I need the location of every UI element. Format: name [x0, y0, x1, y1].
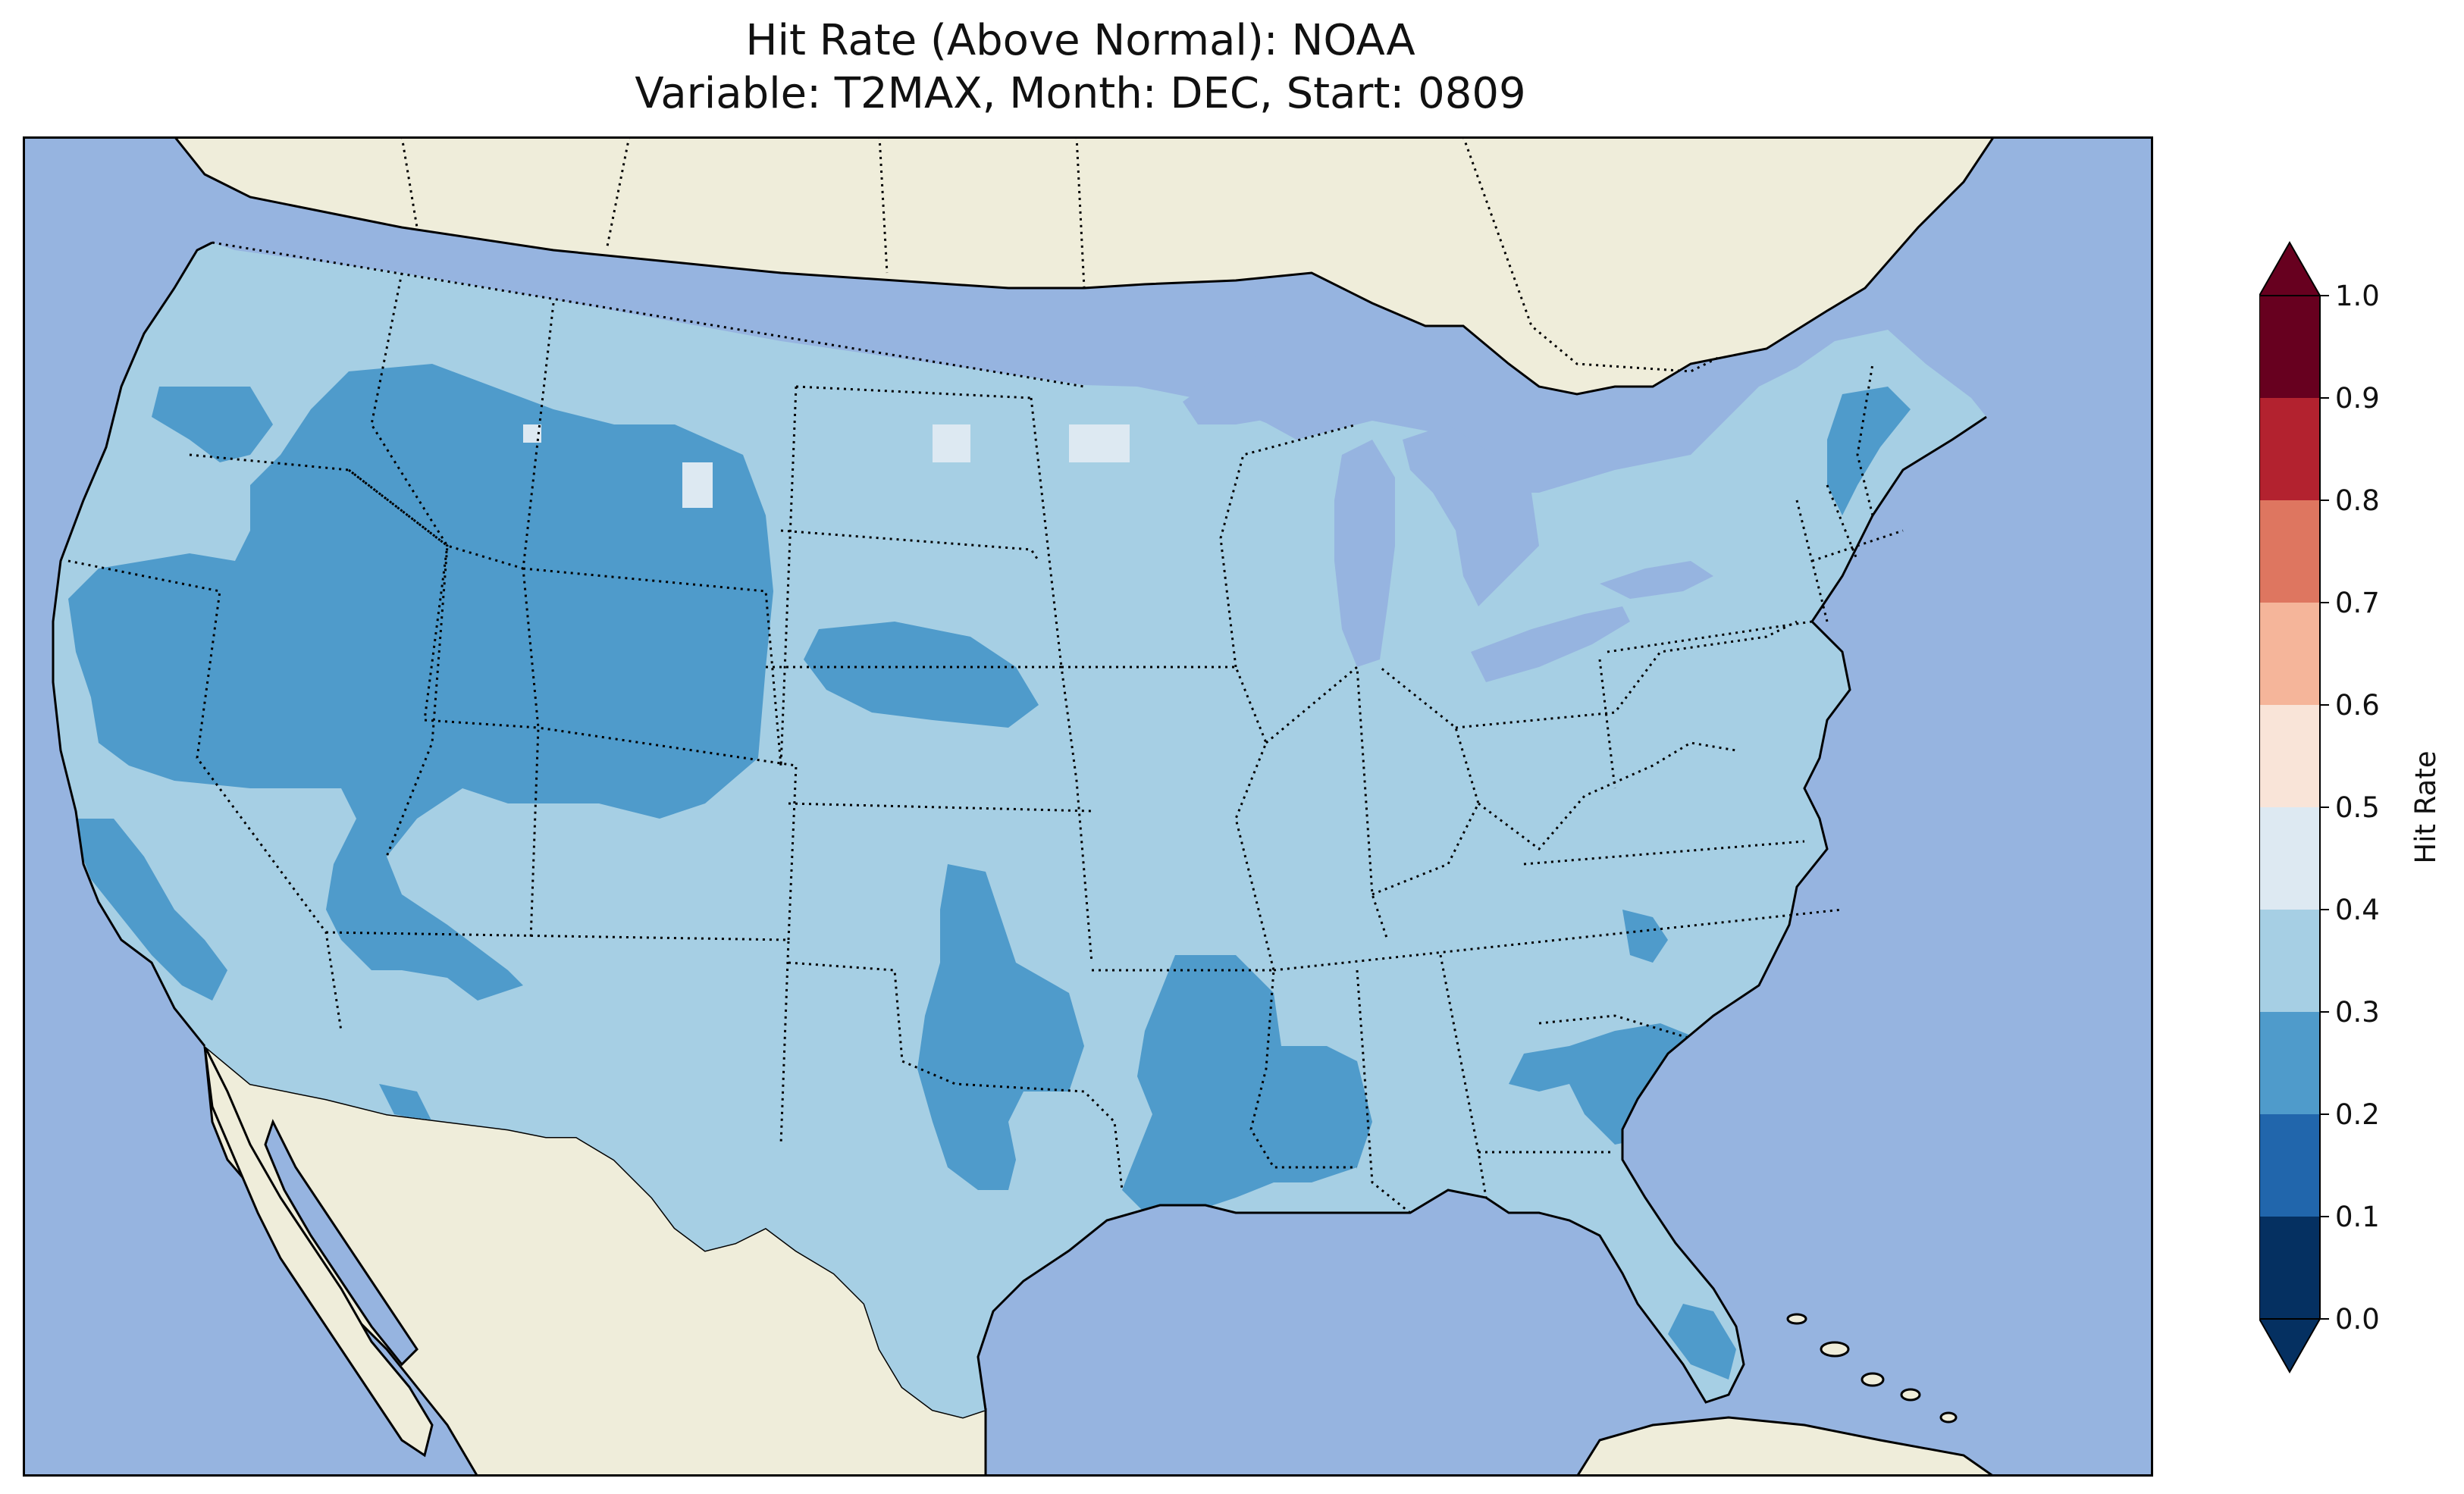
- colorbar-tick-label: 1.0: [2335, 280, 2380, 312]
- colorbar-bin: [2259, 807, 2320, 910]
- colorbar-tick-label: 0.4: [2335, 894, 2380, 926]
- colorbar-tick-label: 0.7: [2335, 587, 2380, 619]
- colorbar-bin: [2259, 1217, 2320, 1319]
- colorbar-bin: [2259, 705, 2320, 807]
- colorbar-tick-label: 0.0: [2335, 1303, 2380, 1336]
- us-coastline: [52, 241, 213, 1047]
- baja-land: [203, 1045, 434, 1458]
- colorbar-extend-min: [2259, 1318, 2321, 1374]
- map-frame: [23, 136, 2153, 1477]
- colorbar-tick-label: 0.1: [2335, 1201, 2380, 1233]
- lake-michigan: [1334, 440, 1395, 667]
- colorbar-tick-label: 0.2: [2335, 1098, 2380, 1131]
- colorbar-bin: [2259, 1114, 2320, 1217]
- colorbar-tick-label: 0.5: [2335, 791, 2380, 824]
- colorbar-bin: [2259, 296, 2320, 398]
- canada-land: [173, 136, 1995, 396]
- map-title-line1: Hit Rate (Above Normal): NOAA: [745, 16, 1415, 65]
- colorbar-bins: [2259, 296, 2320, 1319]
- hit-rate-map: [23, 136, 2153, 1477]
- colorbar-bin: [2259, 1012, 2320, 1114]
- colorbar-bin: [2259, 398, 2320, 500]
- colorbar-tick-label: 0.6: [2335, 689, 2380, 722]
- colorbar-extend-max: [2259, 240, 2321, 296]
- cuba-land: [1575, 1416, 1996, 1477]
- lake-ontario: [1600, 561, 1713, 599]
- colorbar-tick-label: 0.9: [2335, 382, 2380, 415]
- bin-0.2-0.3-areas: [68, 364, 1911, 1380]
- gulf-of-california: [264, 1119, 419, 1367]
- lake-erie: [1471, 606, 1630, 682]
- state-boundaries: [67, 241, 1904, 1214]
- bahamas-islands: [1786, 1313, 1958, 1424]
- colorbar-bin: [2259, 500, 2320, 603]
- colorbar-tick-label: 0.8: [2335, 484, 2380, 517]
- colorbar-label: Hit Rate: [2409, 750, 2442, 863]
- lake-huron: [1403, 424, 1539, 606]
- colorbar-ticks: 0.0 0.1 0.2 0.3 0.4 0.5 0.6 0.7 0.8 0.9 1.0: [2320, 280, 2380, 1336]
- great-lakes: [1183, 326, 1713, 682]
- colorbar: 0.0 0.1 0.2 0.3 0.4 0.5 0.6 0.7 0.8 0.9 1.0 Hit Ra…: [2259, 240, 2442, 1374]
- colorbar-bin: [2259, 603, 2320, 705]
- map-title-line2: Variable: T2MAX, Month: DEC, Start: 0809: [635, 69, 1526, 118]
- colorbar-bin: [2259, 910, 2320, 1012]
- colorbar-tick-label: 0.3: [2335, 996, 2380, 1029]
- canada-province-boundaries: [400, 136, 1722, 373]
- us-east-coastline: [977, 415, 1987, 1411]
- lake-superior: [1183, 326, 1410, 424]
